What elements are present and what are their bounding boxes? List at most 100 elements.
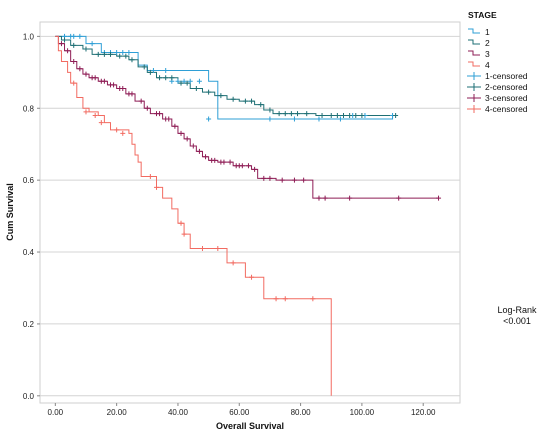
censor-mark-stage-2: [169, 75, 175, 81]
y-tick-label: 0.2: [23, 320, 35, 329]
x-tick-label: 60.00: [229, 408, 250, 417]
censor-mark-stage-3: [221, 159, 227, 165]
legend-item-label: 1: [485, 27, 490, 37]
censor-mark-stage-3: [129, 91, 135, 97]
censor-marks: [58, 33, 442, 302]
censor-mark-stage-4: [181, 231, 187, 237]
legend-item-label: 4: [485, 60, 490, 70]
legend-line-swatch: [468, 28, 480, 34]
survival-curve-stage-1: [55, 35, 394, 120]
censor-mark-stage-3: [261, 175, 267, 181]
censor-mark-stage-2: [163, 75, 169, 81]
censor-mark-stage-2: [95, 51, 101, 57]
censor-mark-stage-2: [123, 53, 129, 59]
censor-mark-stage-3: [172, 123, 178, 129]
gridlines: [40, 35, 460, 397]
censor-mark-stage-1: [150, 68, 156, 74]
censor-mark-stage-3: [71, 59, 77, 65]
censor-mark-stage-2: [319, 112, 325, 118]
censor-mark-stage-3: [227, 159, 233, 165]
censor-mark-stage-3: [267, 175, 273, 181]
censor-mark-stage-1: [175, 78, 181, 84]
censor-mark-stage-3: [203, 154, 209, 160]
censor-mark-stage-1: [267, 116, 273, 122]
censor-mark-stage-2: [353, 112, 359, 118]
censor-mark-stage-3: [92, 75, 98, 81]
censor-mark-stage-2: [62, 37, 68, 43]
censor-mark-stage-3: [144, 105, 150, 111]
censor-mark-stage-3: [166, 116, 172, 122]
x-tick-label: 80.00: [291, 408, 312, 417]
censor-mark-stage-3: [190, 143, 196, 149]
x-axis-title: Overall Survival: [216, 421, 284, 431]
censor-mark-stage-3: [347, 195, 353, 201]
censor-mark-stage-2: [295, 111, 301, 117]
legend-item-label: 4-censored: [485, 104, 528, 114]
log-rank-label: Log-Rank: [497, 305, 537, 315]
censor-mark-stage-3: [252, 166, 258, 172]
censor-mark-stage-2: [141, 64, 147, 70]
survival-curve-stage-2: [55, 35, 396, 116]
y-tick-label: 0.8: [23, 104, 35, 113]
survival-curve-stage-4: [55, 35, 332, 396]
censor-mark-stage-4: [92, 112, 98, 118]
censor-mark-stage-2: [288, 111, 294, 117]
log-rank-value: <0.001: [503, 316, 531, 326]
legend-item-label: 3-censored: [485, 93, 528, 103]
censor-mark-stage-2: [157, 75, 163, 81]
censor-mark-stage-4: [310, 296, 316, 302]
legend-item-label: 2-censored: [485, 82, 528, 92]
censor-mark-stage-2: [193, 85, 199, 91]
censor-mark-stage-3: [239, 163, 245, 169]
legend-line-swatch: [468, 50, 480, 56]
censor-mark-stage-1: [196, 78, 202, 84]
plot-area-frame: [39, 21, 461, 404]
censor-mark-stage-3: [322, 195, 328, 201]
censor-mark-stage-3: [58, 41, 64, 47]
x-tick-label: 120.00: [411, 408, 436, 417]
censor-mark-stage-3: [436, 195, 442, 201]
y-axis-ticks: 0.0 0.2 0.4 0.6 0.8 1.0: [23, 32, 40, 401]
legend-censor-swatch: [467, 72, 481, 80]
censor-mark-stage-2: [184, 80, 190, 86]
censor-mark-stage-2: [282, 111, 288, 117]
censor-mark-stage-2: [242, 98, 248, 104]
legend-title: STAGE: [468, 10, 497, 20]
censor-mark-stage-4: [114, 127, 120, 133]
x-axis-ticks: 0.00 20.00 40.00 60.00 80.00 100.00 120.00: [48, 403, 436, 417]
censor-mark-stage-2: [258, 102, 264, 108]
legend-item-label: 1-censored: [485, 71, 528, 81]
x-tick-label: 40.00: [168, 408, 189, 417]
censor-mark-stage-1: [206, 116, 212, 122]
censor-mark-stage-2: [341, 112, 347, 118]
censor-mark-stage-1: [337, 116, 343, 122]
censor-mark-stage-3: [111, 82, 117, 88]
censor-mark-stage-1: [291, 116, 297, 122]
censor-mark-stage-3: [157, 111, 163, 117]
censor-mark-stage-3: [396, 195, 402, 201]
censor-mark-stage-4: [120, 130, 126, 136]
censor-mark-stage-1: [114, 50, 120, 56]
censor-mark-stage-2: [206, 89, 212, 95]
censor-mark-stage-3: [65, 48, 71, 54]
censor-mark-stage-2: [393, 112, 399, 118]
x-tick-label: 0.00: [48, 408, 64, 417]
legend-censor-swatch: [467, 83, 481, 91]
censor-mark-stage-4: [230, 260, 236, 266]
censor-mark-stage-2: [304, 111, 310, 117]
censor-mark-stage-4: [153, 184, 159, 190]
censor-mark-stage-1: [77, 33, 83, 39]
y-tick-label: 0.6: [23, 176, 35, 185]
censor-mark-stage-1: [126, 50, 132, 56]
censor-mark-stage-4: [147, 174, 153, 180]
censor-mark-stage-2: [267, 107, 273, 113]
censor-mark-stage-2: [328, 112, 334, 118]
censor-mark-stage-3: [178, 130, 184, 136]
censor-mark-stage-1: [187, 78, 193, 84]
censor-mark-stage-2: [334, 112, 340, 118]
censor-mark-stage-3: [184, 136, 190, 142]
censor-mark-stage-2: [347, 112, 353, 118]
censor-mark-stage-2: [178, 80, 184, 86]
censor-mark-stage-1: [163, 68, 169, 74]
survival-curves: [55, 35, 439, 396]
